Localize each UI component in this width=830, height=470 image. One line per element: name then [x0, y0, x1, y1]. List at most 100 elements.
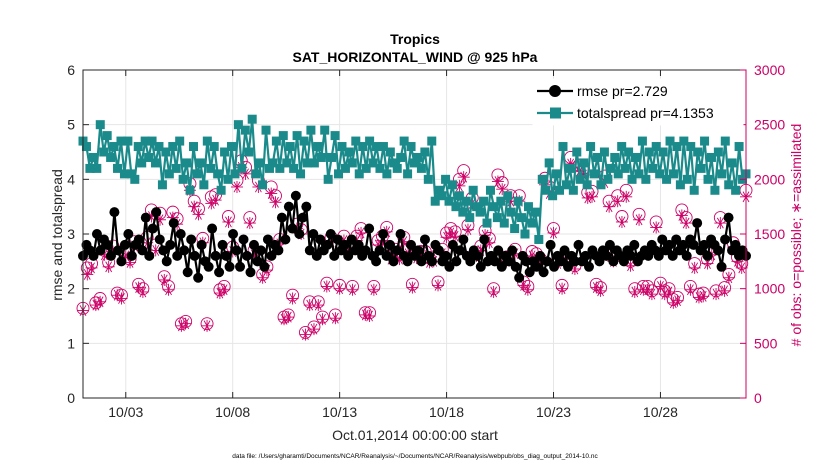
obs-assimilated-point — [628, 285, 641, 298]
totalspread-point — [706, 152, 716, 162]
obs-assimilated-point — [714, 217, 727, 230]
rmse-point — [556, 256, 567, 267]
totalspread-point — [254, 158, 264, 168]
rmse-point — [688, 239, 699, 250]
totalspread-point — [403, 169, 413, 179]
rmse-point — [290, 190, 301, 201]
totalspread-point — [624, 147, 634, 157]
rmse-point — [154, 234, 165, 245]
rmse-point — [479, 234, 490, 245]
totalspread-point — [113, 163, 123, 173]
rmse-point — [147, 223, 158, 234]
obs-assimilated-point — [175, 319, 188, 332]
totalspread-point — [472, 202, 482, 212]
totalspread-point — [344, 147, 354, 157]
obs-assimilated-point — [487, 285, 500, 298]
totalspread-point — [655, 169, 665, 179]
totalspread-point — [617, 142, 627, 152]
totalspread-point — [603, 174, 613, 184]
rmse-point — [692, 218, 703, 229]
totalspread-point — [382, 169, 392, 179]
totalspread-point — [109, 142, 119, 152]
rmse-point — [179, 245, 190, 256]
rmse-point — [343, 250, 354, 261]
rmse-point — [221, 250, 232, 261]
totalspread-point — [313, 142, 323, 152]
totalspread-point — [700, 136, 710, 146]
rmse-point — [573, 239, 584, 250]
rmse-point — [392, 245, 403, 256]
totalspread-point — [513, 196, 523, 206]
totalspread-point — [226, 142, 236, 152]
totalspread-point — [216, 185, 226, 195]
rmse-point — [730, 239, 741, 250]
legend-item: rmse pr=2.729 — [537, 83, 668, 99]
totalspread-point — [151, 158, 161, 168]
rmse-point — [116, 256, 127, 267]
totalspread-point — [406, 142, 416, 152]
totalspread-point — [717, 169, 727, 179]
rmse-point — [381, 250, 392, 261]
rmse-point — [583, 261, 594, 272]
totalspread-point — [579, 158, 589, 168]
rmse-point — [545, 239, 556, 250]
totalspread-point — [237, 163, 247, 173]
rmse-point — [231, 245, 242, 256]
obs-assimilated-point — [136, 285, 149, 298]
rmse-point — [653, 250, 664, 261]
totalspread-point — [278, 131, 288, 141]
totalspread-point — [285, 142, 295, 152]
totalspread-point — [589, 169, 599, 179]
y-left-tick-label: 2 — [67, 281, 75, 297]
obs-assimilated-point — [603, 200, 616, 213]
totalspread-point — [385, 147, 395, 157]
rmse-point — [88, 250, 99, 261]
obs-assimilated-point — [316, 313, 329, 326]
rmse-point — [433, 245, 444, 256]
rmse-point — [629, 239, 640, 250]
totalspread-point — [534, 234, 544, 244]
totalspread-point — [375, 163, 385, 173]
totalspread-point — [271, 136, 281, 146]
x-tick-label: 10/03 — [108, 404, 143, 420]
obs-assimilated-point — [115, 292, 128, 305]
y-left-tick-label: 5 — [67, 117, 75, 133]
rmse-point — [720, 234, 731, 245]
rmse-point — [426, 256, 437, 267]
totalspread-point — [451, 202, 461, 212]
legend-label: rmse pr=2.729 — [577, 83, 668, 99]
totalspread-point — [268, 158, 278, 168]
y-right-tick-label: 500 — [754, 335, 778, 351]
obs-assimilated-point — [201, 319, 214, 332]
obs-assimilated-point — [697, 290, 710, 303]
rmse-point — [144, 250, 155, 261]
totalspread-point — [416, 163, 426, 173]
totalspread-point — [147, 136, 157, 146]
y-left-tick-label: 3 — [67, 226, 75, 242]
totalspread-point — [327, 152, 337, 162]
obs-assimilated-point — [671, 294, 684, 307]
obs-assimilated-point — [556, 282, 569, 295]
totalspread-point — [710, 185, 720, 195]
rmse-point — [245, 267, 256, 278]
totalspread-point — [548, 191, 558, 201]
totalspread-point — [541, 185, 551, 195]
rmse-point — [301, 201, 312, 212]
rmse-point — [625, 250, 636, 261]
rmse-point — [699, 239, 710, 250]
rmse-point — [412, 245, 423, 256]
totalspread-point — [503, 191, 513, 201]
y-left-tick-label: 4 — [67, 171, 75, 187]
rmse-point — [186, 234, 197, 245]
rmse-point — [580, 250, 591, 261]
obs-assimilated-point — [222, 215, 235, 228]
totalspread-point — [213, 169, 223, 179]
rmse-point — [228, 229, 239, 239]
totalspread-point — [575, 174, 585, 184]
totalspread-point — [537, 174, 547, 184]
totalspread-point — [420, 147, 430, 157]
y-right-tick-label: 0 — [754, 390, 762, 406]
rmse-point — [713, 245, 724, 256]
totalspread-point — [361, 163, 371, 173]
totalspread-point — [727, 158, 737, 168]
